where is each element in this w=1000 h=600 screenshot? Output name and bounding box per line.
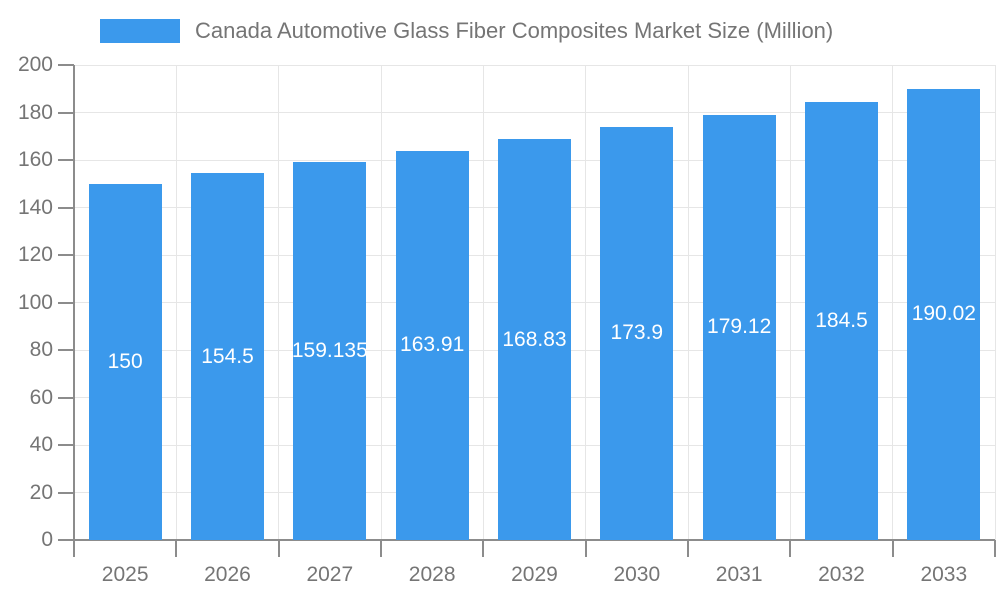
v-gridline [175, 65, 177, 540]
y-tick [58, 539, 74, 541]
h-gridline [74, 64, 995, 66]
y-tick-label: 180 [17, 100, 53, 124]
bar: 168.83 [498, 139, 571, 540]
v-gridline [380, 65, 382, 540]
y-tick [58, 349, 74, 351]
x-tick-label: 2028 [408, 563, 456, 586]
y-tick [58, 396, 74, 399]
x-tick-label: 2031 [715, 563, 763, 586]
y-tick [58, 206, 74, 209]
x-tick [789, 540, 792, 557]
v-gridline [892, 65, 894, 540]
y-tick-label: 100 [17, 290, 53, 314]
v-gridline [687, 65, 689, 540]
bar: 163.91 [395, 150, 469, 540]
y-tick-label: 200 [17, 53, 53, 76]
chart-legend[interactable]: Canada Automotive Glass Fiber Composites… [100, 17, 833, 45]
bar-value-label: 159.135 [293, 339, 367, 363]
x-tick-label: 2026 [204, 563, 251, 586]
v-gridline [585, 65, 587, 540]
x-tick [175, 540, 178, 557]
y-tick [58, 254, 74, 256]
bar-value-label: 150 [107, 349, 143, 373]
x-tick [891, 540, 894, 557]
bar: 159.135 [293, 162, 367, 540]
v-gridline [482, 65, 484, 540]
v-gridline [994, 65, 996, 540]
y-tick-label: 20 [29, 480, 53, 504]
bar-value-label: 190.02 [911, 302, 976, 326]
y-tick-label: 120 [17, 243, 53, 266]
y-tick-label: 40 [29, 433, 53, 456]
bar-value-label: 173.9 [610, 321, 664, 345]
y-tick-label: 140 [17, 195, 53, 219]
y-tick-label: 0 [41, 528, 53, 551]
bar-value-label: 154.5 [201, 344, 254, 368]
y-tick-label: 60 [29, 385, 53, 409]
x-tick [687, 540, 689, 557]
y-tick-label: 160 [17, 148, 53, 171]
legend-label: Canada Automotive Glass Fiber Composites… [195, 18, 834, 43]
y-tick [58, 64, 74, 66]
y-tick [58, 159, 74, 161]
bar: 184.5 [805, 101, 878, 540]
x-tick [277, 540, 280, 557]
x-tick [994, 540, 996, 557]
bar: 179.12 [702, 114, 776, 540]
bar: 190.02 [907, 88, 981, 540]
y-tick [58, 111, 74, 114]
bar-value-label: 163.91 [400, 333, 465, 357]
bar-value-label: 168.83 [502, 327, 567, 351]
x-axis-line [74, 539, 995, 541]
y-tick [58, 491, 74, 494]
bar: 154.5 [191, 173, 264, 540]
legend-swatch [100, 19, 180, 43]
x-tick [380, 540, 382, 557]
x-tick-label: 2027 [306, 563, 354, 586]
bar: 150 [88, 183, 162, 540]
bar-value-label: 179.12 [707, 315, 772, 339]
bar: 173.9 [600, 126, 674, 540]
x-tick-label: 2030 [613, 563, 661, 586]
h-gridline [74, 112, 995, 113]
y-tick [58, 301, 74, 304]
x-tick [584, 540, 587, 557]
y-tick [58, 444, 74, 446]
y-tick-label: 80 [29, 338, 53, 361]
x-tick-label: 2025 [101, 563, 149, 586]
v-gridline [789, 65, 791, 540]
x-tick-label: 2032 [818, 563, 865, 586]
x-tick-label: 2029 [511, 563, 558, 586]
y-axis-line [73, 65, 75, 557]
x-tick-label: 2033 [920, 563, 968, 586]
bar-value-label: 184.5 [815, 308, 868, 332]
v-gridline [278, 65, 280, 540]
x-tick [482, 540, 485, 557]
